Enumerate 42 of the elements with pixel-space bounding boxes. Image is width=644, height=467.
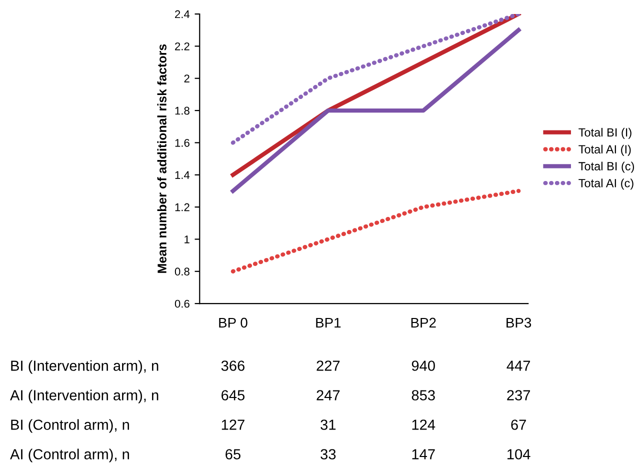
text: 104: [508, 449, 530, 460]
y-tick-label: 1.2: [175, 203, 190, 212]
y-tick-label: 0.6: [174, 300, 190, 308]
legend-label: Total AI (c): [578, 178, 634, 190]
legend-label: Total BI (c): [578, 162, 634, 173]
text: 447: [506, 360, 530, 371]
text: 31: [320, 420, 336, 430]
x-tick-label: BP2: [411, 318, 436, 328]
text: 645: [222, 390, 245, 400]
y-tick-label: 2.2: [175, 42, 190, 50]
text: AI (Control arm), n: [10, 448, 129, 462]
text: 33: [320, 449, 336, 460]
y-tick-label: 1.6: [175, 138, 190, 147]
x-tick-label: BP3: [506, 318, 532, 328]
text: 237: [507, 390, 530, 400]
text: AI (Intervention arm), n: [10, 390, 158, 404]
text: 366: [221, 360, 244, 371]
text: 67: [511, 420, 526, 430]
text: 147: [412, 449, 435, 460]
legend-label: Total BI (I): [578, 128, 632, 139]
text: BI (Intervention arm), n: [11, 360, 158, 374]
y-tick-label: 1: [184, 236, 190, 244]
x-tick-label: BP1: [316, 318, 341, 328]
y-tick-label: 0.8: [174, 268, 190, 276]
y-tick-label: 1.4: [175, 171, 190, 179]
legend-label: Total AI (I): [578, 144, 631, 156]
text: 124: [412, 420, 436, 430]
text: 247: [316, 390, 340, 400]
line-series: [230, 188, 521, 274]
y-tick-label: 1.8: [175, 106, 190, 115]
line-series: [230, 14, 521, 145]
x-tick-label: BP 0: [219, 318, 248, 328]
text: 127: [222, 420, 244, 430]
y-tick-label: 2: [184, 74, 190, 82]
line-series: [230, 14, 521, 177]
y-tick-label: 2.4: [175, 10, 190, 18]
text: 940: [412, 360, 435, 371]
text: BI (Control arm), n: [11, 419, 129, 433]
text: 65: [226, 449, 240, 460]
text: 227: [316, 360, 340, 371]
text: 853: [412, 390, 435, 400]
y-axis-title: Mean number of additional risk factors: [157, 44, 166, 273]
